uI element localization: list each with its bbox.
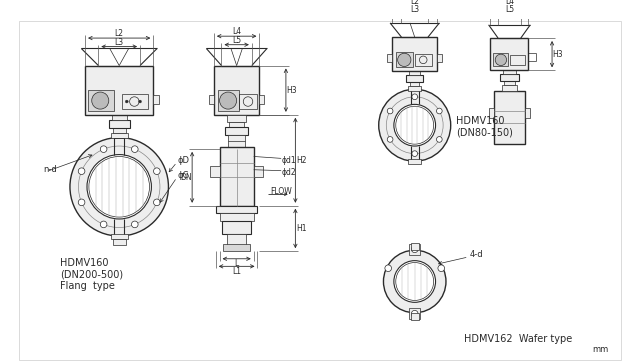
Bar: [488, 108, 494, 118]
Circle shape: [125, 100, 128, 103]
Bar: [223, 221, 251, 234]
Circle shape: [495, 54, 507, 66]
Circle shape: [70, 138, 168, 236]
Bar: [228, 135, 245, 149]
Text: ϕD: ϕD: [178, 156, 190, 165]
Text: L: L: [234, 259, 239, 268]
Circle shape: [139, 100, 141, 103]
Bar: [408, 87, 421, 91]
Text: H3: H3: [286, 86, 297, 95]
Text: H3: H3: [552, 50, 563, 59]
Circle shape: [100, 221, 107, 228]
Text: HDMV160
(DN200-500)
Flang  type: HDMV160 (DN200-500) Flang type: [60, 258, 124, 291]
Circle shape: [394, 261, 436, 302]
Text: L3: L3: [115, 38, 124, 47]
Bar: [253, 166, 263, 177]
Text: L5: L5: [505, 5, 514, 14]
Bar: [409, 308, 420, 319]
Text: H2: H2: [296, 156, 307, 165]
Bar: [502, 85, 517, 91]
Bar: [259, 95, 264, 104]
Text: 4-d: 4-d: [470, 251, 483, 260]
Text: ϕd1: ϕd1: [282, 156, 297, 165]
Bar: [220, 213, 253, 221]
Circle shape: [385, 265, 392, 272]
Bar: [111, 115, 127, 121]
Bar: [88, 90, 113, 111]
Bar: [210, 166, 220, 177]
Circle shape: [438, 265, 445, 272]
Bar: [503, 70, 516, 74]
Bar: [410, 82, 419, 87]
Circle shape: [394, 104, 436, 146]
Text: ϕC: ϕC: [178, 171, 189, 180]
Bar: [154, 95, 159, 104]
Bar: [227, 115, 246, 122]
Bar: [493, 53, 509, 67]
Text: L1: L1: [232, 266, 241, 275]
Bar: [406, 75, 423, 82]
Bar: [239, 94, 257, 109]
Bar: [109, 121, 130, 128]
Bar: [415, 54, 432, 66]
Bar: [214, 66, 259, 115]
Bar: [525, 108, 531, 118]
Circle shape: [78, 199, 85, 206]
Circle shape: [154, 168, 160, 174]
Bar: [490, 38, 529, 70]
Circle shape: [131, 221, 138, 228]
Bar: [216, 206, 257, 213]
Bar: [229, 122, 244, 128]
Bar: [409, 71, 420, 75]
Circle shape: [379, 89, 451, 161]
Text: L4: L4: [232, 27, 241, 36]
Text: ϕd2: ϕd2: [282, 168, 297, 177]
Text: H1: H1: [296, 224, 307, 233]
Circle shape: [387, 108, 393, 114]
Bar: [85, 66, 154, 115]
Circle shape: [131, 146, 138, 152]
Circle shape: [387, 136, 393, 142]
Bar: [438, 54, 442, 62]
Text: L2: L2: [115, 29, 124, 38]
Circle shape: [87, 155, 152, 219]
Bar: [387, 54, 392, 62]
Text: L5: L5: [232, 37, 241, 45]
Bar: [113, 128, 126, 133]
Bar: [408, 159, 421, 164]
Circle shape: [154, 199, 160, 206]
Circle shape: [436, 108, 442, 114]
Bar: [504, 81, 515, 85]
Bar: [396, 52, 413, 67]
Bar: [392, 37, 438, 71]
Circle shape: [397, 53, 411, 67]
Text: HDMV162  Wafer type: HDMV162 Wafer type: [464, 334, 572, 344]
Text: L3: L3: [410, 5, 419, 14]
Bar: [500, 74, 519, 81]
Bar: [225, 127, 248, 135]
Bar: [220, 147, 253, 206]
Circle shape: [412, 151, 417, 156]
Text: DN: DN: [180, 173, 192, 182]
Bar: [227, 234, 246, 245]
Bar: [223, 244, 250, 251]
Text: HDMV160
(DN80-150): HDMV160 (DN80-150): [456, 116, 513, 137]
Circle shape: [220, 92, 237, 109]
Bar: [409, 244, 420, 255]
Bar: [510, 55, 525, 64]
Text: L4: L4: [505, 0, 514, 6]
Bar: [218, 90, 239, 111]
Text: mm: mm: [593, 345, 609, 354]
Text: FLOW: FLOW: [270, 187, 292, 196]
Bar: [111, 133, 128, 138]
Circle shape: [412, 246, 418, 253]
Bar: [494, 91, 525, 144]
Circle shape: [412, 310, 418, 317]
Circle shape: [92, 92, 109, 109]
Circle shape: [412, 94, 417, 100]
Bar: [411, 243, 419, 250]
Text: L2: L2: [410, 0, 419, 6]
Circle shape: [383, 250, 446, 313]
Circle shape: [100, 146, 107, 152]
Text: n-d: n-d: [44, 165, 57, 174]
